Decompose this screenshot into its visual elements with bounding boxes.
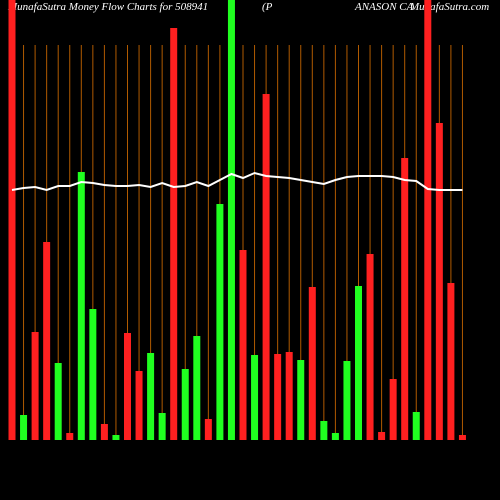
bar (251, 355, 259, 440)
bar (66, 433, 74, 440)
bar (262, 94, 270, 440)
bar (424, 0, 432, 440)
bar (43, 242, 51, 440)
money-flow-line (11, 171, 463, 192)
bar (447, 283, 455, 440)
bar (239, 250, 247, 440)
bar (366, 254, 374, 440)
bar (77, 172, 85, 440)
chart-title: MunafaSutra Money Flow Charts for 508941 (7, 1, 208, 13)
bar (435, 123, 443, 440)
bar (181, 369, 189, 440)
bar (89, 309, 97, 440)
bar (320, 421, 328, 440)
bar (331, 433, 339, 440)
bar (274, 354, 282, 440)
bar (285, 352, 293, 440)
bar (31, 332, 39, 440)
bar (147, 353, 155, 440)
bar (158, 413, 166, 440)
bar (401, 158, 409, 440)
bar (54, 363, 62, 440)
bar (193, 336, 201, 440)
bar (112, 435, 120, 440)
chart-title: (P (262, 1, 273, 13)
bar (20, 415, 28, 440)
bar (204, 419, 212, 440)
bar (124, 333, 131, 440)
chart-title: ANASON CA (354, 1, 414, 13)
bar (389, 379, 397, 440)
bar (227, 0, 235, 440)
bar (216, 204, 224, 440)
bar (297, 360, 305, 440)
bar (100, 424, 108, 440)
bar (135, 371, 143, 440)
bar (343, 361, 351, 440)
bar (308, 287, 316, 440)
bar (170, 28, 178, 440)
bar (8, 0, 16, 440)
bar (355, 286, 362, 440)
bar (378, 432, 386, 440)
bar (412, 412, 420, 440)
bar (458, 435, 466, 440)
chart-title: MunafaSutra.com (409, 1, 489, 13)
